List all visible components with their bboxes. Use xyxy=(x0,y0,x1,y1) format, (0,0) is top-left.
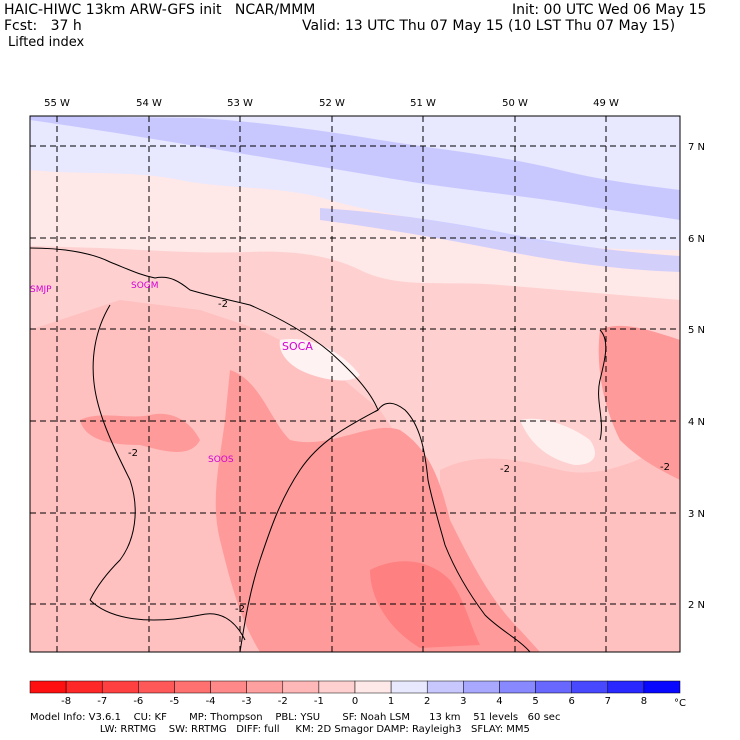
colorbar-swatch xyxy=(607,680,645,694)
field-zone-blue3 xyxy=(320,208,680,272)
colorbar-tick-label: 6 xyxy=(568,696,574,707)
border-suriname xyxy=(89,304,136,601)
contour-label: -2 xyxy=(128,448,138,459)
field-zone-pink3 xyxy=(370,561,480,648)
station-label-soca: SOCA xyxy=(282,340,313,353)
lon-label: 49 W xyxy=(593,98,619,109)
field-zone-white xyxy=(279,339,360,381)
field-zone-white-east xyxy=(520,418,595,465)
colorbar-swatch xyxy=(246,680,284,694)
colorbar-tick-label: 3 xyxy=(460,696,466,707)
contour-label: -2 xyxy=(235,604,245,615)
colorbar-tick-label: 5 xyxy=(532,696,538,707)
colorbar-tick-label: 8 xyxy=(641,696,647,707)
colorbar-swatch xyxy=(354,680,392,694)
colorbar-swatch xyxy=(29,680,67,694)
stations: SMJP SOGM SOCA SOOS xyxy=(30,281,313,465)
field-zone-pink1-east xyxy=(440,440,680,652)
colorbar-swatch xyxy=(138,680,175,694)
field-zone-pink2-east xyxy=(598,325,680,480)
lat-label: 6 N xyxy=(688,234,705,245)
colorbar-tick-label: -5 xyxy=(169,696,179,707)
colorbar-tick-label: -8 xyxy=(61,696,71,707)
footer-model-info: Model Info: V3.6.1 CU: KF MP: Thompson P… xyxy=(30,712,561,723)
contour-label: -2 xyxy=(500,464,510,475)
colorbar-tick-label: 2 xyxy=(424,696,430,707)
colorbar-tick-label: -2 xyxy=(278,696,288,707)
lat-label: 2 N xyxy=(688,600,705,611)
colorbar-swatch xyxy=(426,680,464,694)
colorbar-tick-label: -1 xyxy=(314,696,324,707)
station-label-smjp: SMJP xyxy=(30,285,52,295)
field-zone-blue1 xyxy=(30,116,680,250)
colorbar-swatch xyxy=(571,680,609,694)
colorbar-swatch xyxy=(390,680,428,694)
lon-labels: 55 W 54 W 53 W 52 W 51 W 50 W 49 W xyxy=(44,98,619,109)
colorbar-tick-label: -7 xyxy=(97,696,107,707)
contour-labels: -2 -2 -2 -2 -2 xyxy=(128,299,670,615)
station-label-soos: SOOS xyxy=(208,455,234,465)
colorbar-swatch xyxy=(318,680,356,694)
lon-label: 50 W xyxy=(502,98,528,109)
lon-label: 51 W xyxy=(410,98,436,109)
model-title: HAIC-HIWC 13km ARW-GFS init NCAR/MMM xyxy=(4,2,316,18)
field-name: Lifted index xyxy=(8,35,85,50)
shaded-field xyxy=(30,116,680,652)
footer-physics-info: LW: RRTMG SW: RRTMG DIFF: full KM: 2D Sm… xyxy=(30,724,530,735)
border-south xyxy=(89,599,246,641)
lat-labels: 7 N 6 N 5 N 4 N 3 N 2 N xyxy=(688,142,705,611)
field-zone-pink2-west xyxy=(80,413,200,452)
graticule xyxy=(30,116,680,652)
colorbar-swatch xyxy=(210,680,247,694)
colorbar-tick-label: 1 xyxy=(388,696,394,707)
lon-label: 53 W xyxy=(227,98,253,109)
lat-label: 4 N xyxy=(688,417,705,428)
colorbar-tick-label: -6 xyxy=(133,696,143,707)
colorbar-swatch xyxy=(643,680,681,694)
contour-label: -2 xyxy=(218,299,228,310)
colorbar-swatch xyxy=(282,680,320,694)
border-french-guiana xyxy=(239,409,379,652)
colorbar-tick-label: 7 xyxy=(605,696,611,707)
field-zone-blue2 xyxy=(30,116,680,220)
colorbar: -8 -7 -6 -5 -4 -3 -2 -1 0 1 2 3 4 5 6 7 8 xyxy=(29,680,681,707)
map-frame xyxy=(29,115,681,653)
lat-label: 7 N xyxy=(688,142,705,153)
colorbar-unit: °C xyxy=(674,698,686,709)
init-time: Init: 00 UTC Wed 06 May 15 xyxy=(512,2,707,18)
colorbar-swatch xyxy=(499,680,536,694)
station-label-sogm: SOGM xyxy=(131,281,159,291)
valid-time: Valid: 13 UTC Thu 07 May 15 (10 LST Thu … xyxy=(302,18,676,34)
forecast-hour: Fcst: 37 h xyxy=(4,18,82,34)
contour-label: -2 xyxy=(660,462,670,473)
coastline-east xyxy=(598,329,607,441)
colorbar-swatch xyxy=(174,680,211,694)
lon-label: 52 W xyxy=(319,98,345,109)
lat-label: 3 N xyxy=(688,509,705,520)
colorbar-tick-label: -4 xyxy=(206,696,216,707)
field-zone-pink2 xyxy=(215,370,540,652)
colorbar-swatch xyxy=(535,680,572,694)
colorbar-tick-label: -3 xyxy=(242,696,252,707)
colorbar-swatch xyxy=(65,680,103,694)
colorbar-swatch xyxy=(463,680,500,694)
lon-label: 54 W xyxy=(136,98,162,109)
lat-label: 5 N xyxy=(688,325,705,336)
colorbar-swatch xyxy=(101,680,139,694)
colorbar-tick-label: 4 xyxy=(496,696,502,707)
colorbar-tick-label: 0 xyxy=(352,696,358,707)
lon-label: 55 W xyxy=(44,98,70,109)
